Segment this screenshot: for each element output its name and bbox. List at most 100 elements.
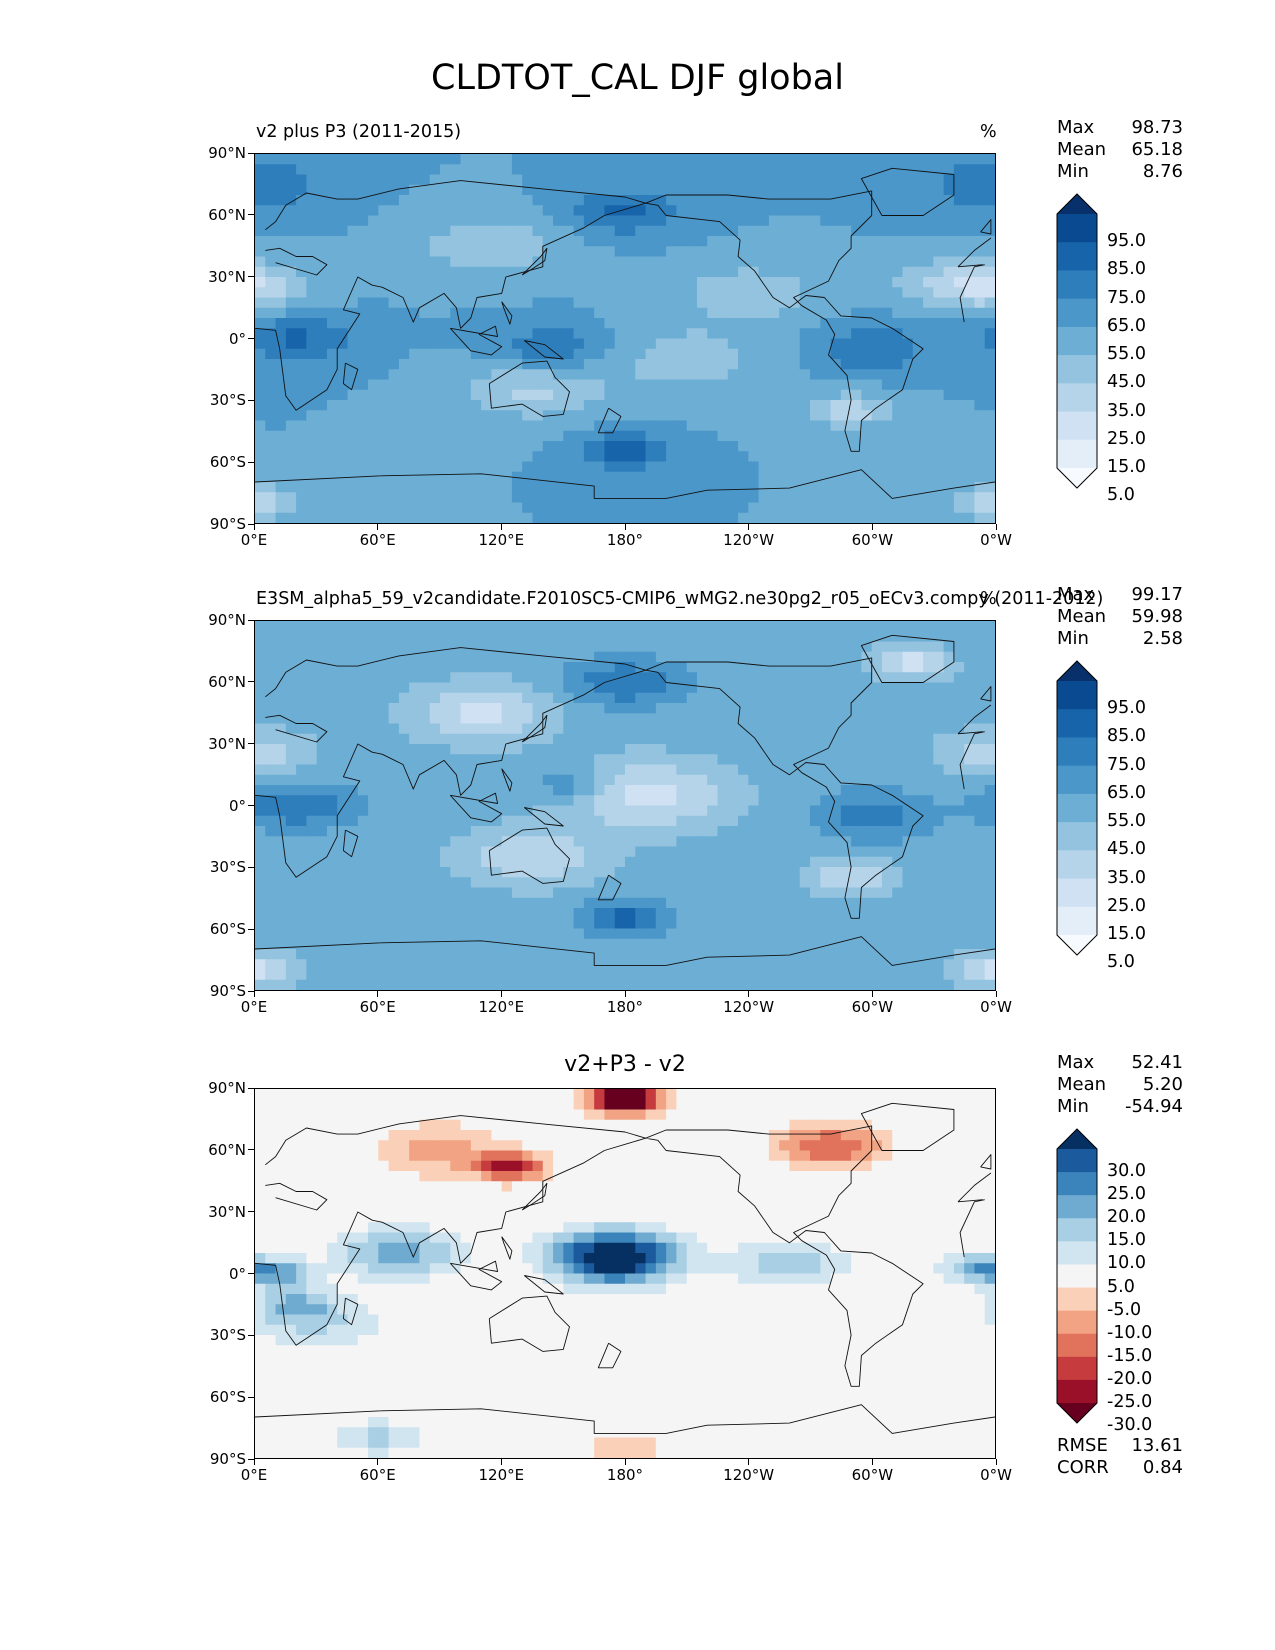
field-cell [687,503,698,514]
field-cell [964,318,975,329]
field-cell [389,672,400,683]
field-cell [841,744,852,755]
colorbar-extend-max [1057,194,1097,214]
field-cell [974,339,985,350]
field-cell [728,621,739,632]
field-cell [522,441,533,452]
field-cell [789,847,800,858]
field-cell [440,236,451,247]
field-cell [903,154,914,165]
field-cell [831,744,842,755]
field-cell [974,410,985,421]
field-cell [358,205,369,216]
field-cell [440,621,451,632]
field-cell [471,918,482,929]
field-cell [985,857,995,868]
field-cell [255,472,266,483]
field-cell [502,857,513,868]
field-cell [594,318,605,329]
field-cell [728,785,739,796]
field-cell [512,672,523,683]
panel-2-map[interactable] [254,620,996,991]
field-cell [687,816,698,827]
field-cell [563,185,574,196]
field-cell [933,672,944,683]
field-cell [646,713,657,724]
field-cell [296,359,307,370]
field-cell [440,939,451,950]
field-cell [625,513,636,523]
field-cell [954,652,965,663]
field-cell [399,195,410,206]
field-cell [697,877,708,888]
field-cell [255,410,266,421]
field-cell [697,734,708,745]
field-cell [913,631,924,642]
field-cell [615,836,626,847]
field-cell [419,816,430,827]
field-cell [337,277,348,288]
field-cell [789,472,800,483]
field-cell [800,724,811,735]
field-cell [789,713,800,724]
field-cell [522,908,533,919]
field-cell [882,929,893,940]
panel-1-map[interactable] [254,153,996,524]
field-cell [892,216,903,227]
field-cell [615,308,626,319]
field-cell [430,205,441,216]
field-cell [954,816,965,827]
field-cell [718,246,729,257]
field-cell [810,380,821,391]
field-cell [368,816,379,827]
field-cell [974,390,985,401]
field-cell [728,277,739,288]
field-cell [954,662,965,673]
field-cell [985,642,995,653]
field-cell [584,298,595,309]
field-cell [882,298,893,309]
field-cell [584,857,595,868]
field-cell [553,451,564,462]
field-cell [419,734,430,745]
field-cell [769,877,780,888]
field-cell [656,724,667,735]
field-cell [872,847,883,858]
field-cell [563,441,574,452]
field-cell [759,400,770,411]
field-cell [625,734,636,745]
field-cell [903,734,914,745]
field-cell [656,287,667,298]
field-cell [306,631,317,642]
field-cell [461,867,472,878]
field-cell [255,877,266,888]
field-cell [872,308,883,319]
field-cell [348,359,359,370]
field-cell [923,482,934,493]
field-cell [604,724,615,735]
field-cell [368,836,379,847]
field-cell [759,267,770,278]
field-cell [903,703,914,714]
field-cell [944,287,955,298]
field-cell [296,421,307,432]
field-cell [676,277,687,288]
field-cell [533,918,544,929]
panel-1-stat-mean-value: 65.18 [1131,139,1183,161]
field-cell [368,898,379,909]
field-cell [892,205,903,216]
field-cell [368,949,379,960]
field-cell [461,410,472,421]
field-cell [718,877,729,888]
field-cell [800,328,811,339]
field-cell [368,257,379,268]
field-cell [471,826,482,837]
field-cell [656,652,667,663]
field-cell [769,662,780,673]
field-cell [399,693,410,704]
colorbar-tick-label: 45.0 [1107,372,1146,392]
field-cell [861,298,872,309]
field-cell [646,185,657,196]
field-cell [306,816,317,827]
field-cell [841,246,852,257]
